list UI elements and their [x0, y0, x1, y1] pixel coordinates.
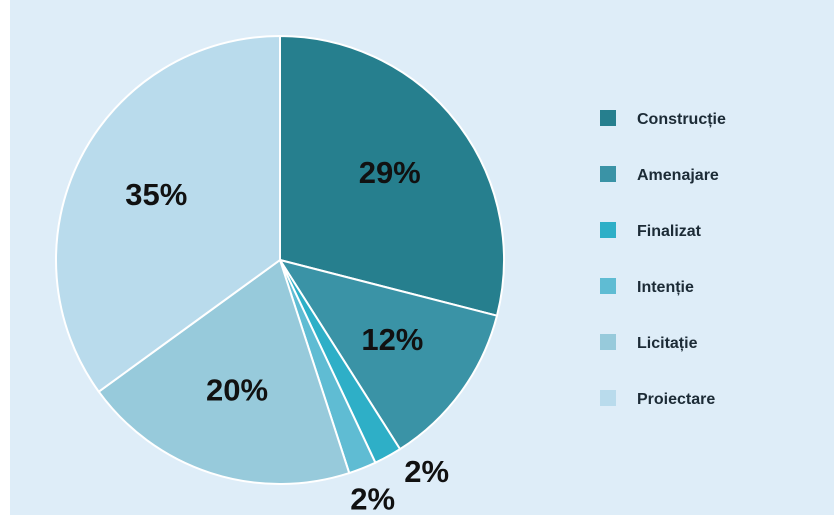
data-label: 35%	[125, 177, 187, 212]
legend-label: Construcție	[637, 111, 726, 128]
legend-label: Licitație	[637, 335, 698, 352]
legend-swatch	[600, 222, 616, 238]
pie-slice	[277, 258, 499, 451]
data-label: 2%	[404, 454, 449, 489]
pie-slice	[97, 258, 351, 485]
pie-slice	[279, 34, 505, 317]
legend-swatch	[600, 166, 616, 182]
legend-swatch	[600, 110, 616, 126]
legend-label: Intenție	[637, 279, 694, 296]
legend-label: Amenajare	[637, 167, 719, 184]
data-label: 29%	[359, 155, 421, 190]
data-label: 12%	[361, 322, 423, 357]
pie-slice	[55, 34, 281, 394]
data-label: 2%	[350, 481, 395, 516]
data-label: 20%	[206, 372, 268, 407]
legend-label: Proiectare	[637, 391, 715, 408]
legend-swatch	[600, 334, 616, 350]
legend-label: Finalizat	[637, 223, 702, 240]
legend-swatch	[600, 390, 616, 406]
legend-swatch	[600, 278, 616, 294]
